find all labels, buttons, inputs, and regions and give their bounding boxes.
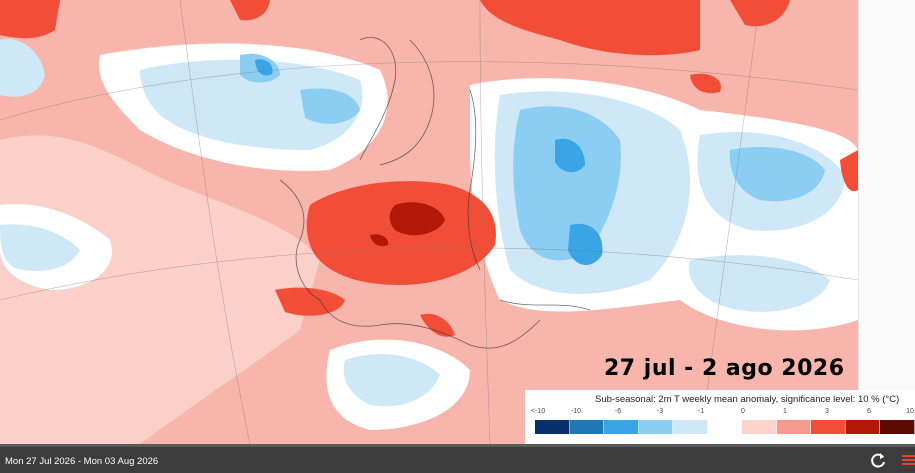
legend-color-bar bbox=[535, 420, 915, 434]
legend-tick: -6 bbox=[614, 408, 622, 415]
legend-tick: <-10 bbox=[530, 408, 546, 415]
legend-swatch bbox=[811, 420, 846, 434]
legend-swatch bbox=[845, 420, 881, 434]
legend-tick: 10 bbox=[906, 408, 914, 415]
refresh-icon[interactable] bbox=[868, 451, 888, 471]
legend-swatch bbox=[604, 420, 639, 434]
legend-tick: -1 bbox=[697, 408, 705, 415]
legend-tick: -10 bbox=[570, 408, 582, 415]
date-range-overlay: 27 jul - 2 ago 2026 bbox=[604, 356, 845, 381]
legend-swatch bbox=[569, 420, 605, 434]
legend-tick: 6 bbox=[867, 408, 871, 415]
footer-bar: Mon 27 Jul 2026 - Mon 03 Aug 2026 bbox=[0, 444, 915, 473]
legend-tick: 1 bbox=[783, 408, 787, 415]
side-panel-strip bbox=[858, 0, 915, 444]
legend-tick: 0 bbox=[741, 408, 745, 415]
legend-swatch bbox=[880, 420, 915, 434]
legend-ticks: <-10 -10 -6 -3 -1 0 1 3 6 10 bbox=[525, 408, 915, 420]
map-canvas bbox=[0, 0, 858, 444]
legend-swatch bbox=[638, 420, 674, 434]
legend-swatch bbox=[673, 420, 708, 434]
legend-swatch bbox=[742, 420, 777, 434]
legend-swatch bbox=[535, 420, 570, 434]
legend-swatch bbox=[707, 420, 743, 434]
legend: Sub-seasonal: 2m T weekly mean anomaly, … bbox=[525, 390, 915, 444]
ecmwf-logo-icon bbox=[902, 454, 915, 468]
anomaly-map: 27 jul - 2 ago 2026 bbox=[0, 0, 858, 444]
period-label: Mon 27 Jul 2026 - Mon 03 Aug 2026 bbox=[5, 456, 159, 467]
legend-tick: -3 bbox=[656, 408, 664, 415]
legend-title: Sub-seasonal: 2m T weekly mean anomaly, … bbox=[595, 394, 900, 405]
legend-tick: 3 bbox=[825, 408, 829, 415]
legend-swatch bbox=[776, 420, 812, 434]
